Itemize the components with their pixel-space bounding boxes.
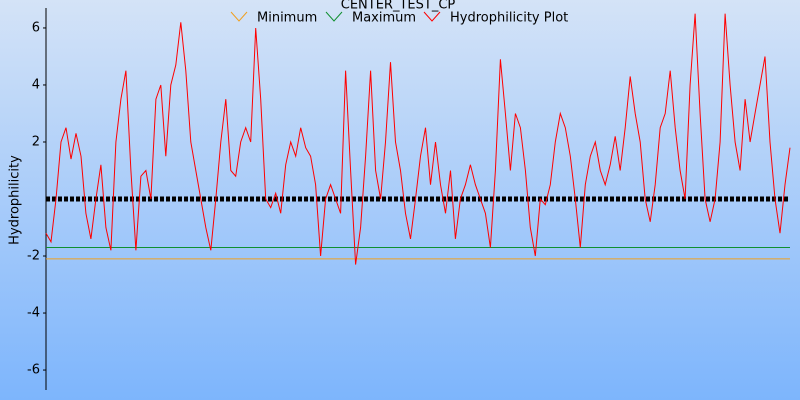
y-axis-label: Hydrophilicity — [8, 155, 23, 245]
data-line — [45, 13, 791, 265]
legend-label: Maximum — [352, 11, 416, 26]
chart-title: CENTER_TEST_CP — [341, 0, 456, 13]
legend-icon — [325, 11, 343, 22]
y-tick-label: 4 — [32, 77, 40, 92]
y-tick-label: -6 — [27, 363, 40, 378]
legend-icon — [230, 11, 248, 22]
y-tick-label: 2 — [32, 134, 40, 149]
legend-icon — [423, 11, 441, 22]
legend-label: Hydrophilicity Plot — [450, 11, 568, 26]
y-tick-label: -4 — [27, 306, 40, 321]
y-tick-label: 6 — [32, 20, 40, 35]
legend-label: Minimum — [257, 11, 317, 26]
y-tick-label: -2 — [27, 249, 40, 264]
